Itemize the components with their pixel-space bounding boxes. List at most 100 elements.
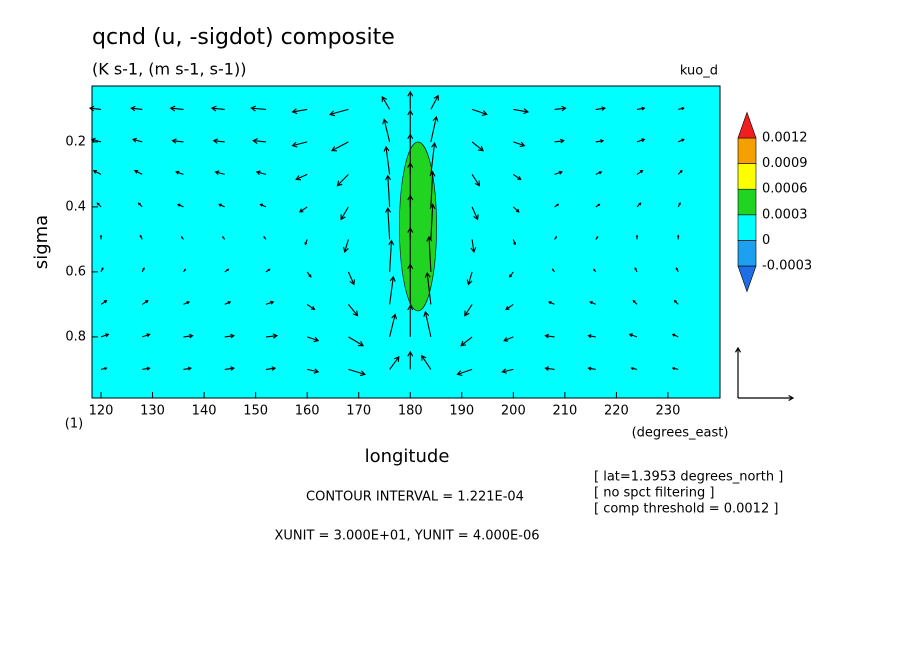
y-axis-title: sigma xyxy=(31,215,52,269)
reference-arrow-y xyxy=(734,346,742,398)
vector-arrow xyxy=(554,170,563,175)
vector-arrow xyxy=(554,236,558,240)
vector-arrow xyxy=(265,366,277,371)
vector-arrow xyxy=(595,171,603,175)
vector-arrow xyxy=(183,301,190,305)
vector-arrow xyxy=(429,203,436,240)
vector-arrow xyxy=(96,202,102,208)
plot-frame xyxy=(91,85,721,399)
vector-arrow xyxy=(471,206,479,221)
vector-arrow xyxy=(263,236,267,240)
vector-arrow xyxy=(634,267,638,273)
vector-arrow xyxy=(382,118,391,143)
colorbar-box xyxy=(737,163,757,190)
colorbar-label: 0.0012 xyxy=(762,131,808,146)
vector-arrow xyxy=(348,368,366,377)
vector-arrow xyxy=(677,234,680,240)
vector-arrow xyxy=(210,105,225,112)
vector-arrow xyxy=(265,268,271,273)
vector-arrow xyxy=(224,268,230,273)
vector-arrow xyxy=(133,169,143,175)
vector-arrow xyxy=(677,202,681,208)
vector-arrow xyxy=(130,105,143,112)
vector-arrow xyxy=(677,169,683,175)
vector-arrow xyxy=(388,239,395,272)
colorbar-box xyxy=(737,137,757,164)
vector-arrow xyxy=(383,145,391,175)
x-tick-label: 210 xyxy=(552,404,577,419)
vector-arrow xyxy=(306,336,320,343)
vector-arrow xyxy=(429,170,436,207)
vector-arrow xyxy=(671,366,679,371)
vector-arrow xyxy=(466,271,473,286)
vector-arrow xyxy=(501,368,514,374)
vector-arrow xyxy=(347,271,355,286)
vector-arrow xyxy=(348,336,365,347)
corner-label: (1) xyxy=(65,417,83,432)
vector-arrow xyxy=(224,366,235,371)
vector-arrow xyxy=(252,138,266,145)
vector-arrow xyxy=(554,203,560,208)
colorbar-box xyxy=(737,214,757,241)
vector-arrow xyxy=(554,105,567,112)
vector-arrow xyxy=(306,271,312,278)
vector-arrow xyxy=(214,170,225,175)
x-tick-label: 130 xyxy=(140,404,165,419)
x-tick-label: 120 xyxy=(89,404,114,419)
vector-arrow xyxy=(471,108,488,116)
x-tick-label: 160 xyxy=(295,404,320,419)
vector-arrow xyxy=(589,301,597,305)
vector-arrow xyxy=(175,170,184,175)
x-tick-label: 220 xyxy=(604,404,629,419)
vector-arrow xyxy=(636,138,646,143)
vector-arrow xyxy=(92,169,102,175)
vector-arrow xyxy=(675,267,679,273)
vector-arrow xyxy=(100,333,110,338)
info-line: [ lat=1.3953 degrees_north ] xyxy=(594,470,783,485)
vector-arrow xyxy=(389,275,396,305)
colorbar-box xyxy=(737,188,757,216)
x-tick-label: 230 xyxy=(656,404,681,419)
vector-arrow xyxy=(513,173,522,181)
colorbar-label: 0 xyxy=(762,233,770,248)
vector-arrow xyxy=(291,108,308,115)
vector-arrow xyxy=(456,368,473,376)
vector-arrow xyxy=(347,304,359,317)
case-label: kuo_d xyxy=(680,64,718,79)
vector-arrow xyxy=(222,236,226,240)
vector-arrow xyxy=(471,174,481,187)
vector-arrow xyxy=(265,333,279,339)
vector-arrow xyxy=(304,239,308,246)
vector-arrow xyxy=(671,333,679,338)
vector-arrow xyxy=(141,267,145,273)
vector-arrow xyxy=(224,301,232,305)
vector-arrow xyxy=(255,170,267,175)
vector-arrow xyxy=(385,174,392,207)
vector-arrow xyxy=(218,203,225,208)
vector-arrow xyxy=(298,206,308,213)
vector-arrow xyxy=(132,137,143,143)
vector-arrow xyxy=(673,299,679,305)
vector-arrow xyxy=(142,366,151,371)
y-tick-label: 0.8 xyxy=(65,329,86,344)
vector-arrow xyxy=(544,333,555,339)
vector-arrow xyxy=(636,170,644,175)
vector-arrow xyxy=(632,299,638,305)
vector-arrow xyxy=(505,303,514,311)
vector-arrow xyxy=(259,203,267,208)
vector-arrow xyxy=(554,138,565,144)
vector-arrow xyxy=(389,313,398,338)
y-tick-label: 0.2 xyxy=(65,134,86,149)
vector-arrow xyxy=(381,95,391,110)
vector-arrow xyxy=(340,206,349,221)
x-axis-units: (degrees_east) xyxy=(632,426,729,441)
vector-arrow xyxy=(470,239,477,253)
vector-arrow xyxy=(512,239,517,246)
vector-arrow xyxy=(137,202,143,208)
vector-arrow xyxy=(171,138,184,144)
vector-arrow xyxy=(628,333,638,338)
annotation: XUNIT = 3.000E+01, YUNIT = 4.000E-06 xyxy=(275,529,540,544)
vector-arrow xyxy=(421,354,432,370)
colorbar-triangle xyxy=(737,265,757,293)
